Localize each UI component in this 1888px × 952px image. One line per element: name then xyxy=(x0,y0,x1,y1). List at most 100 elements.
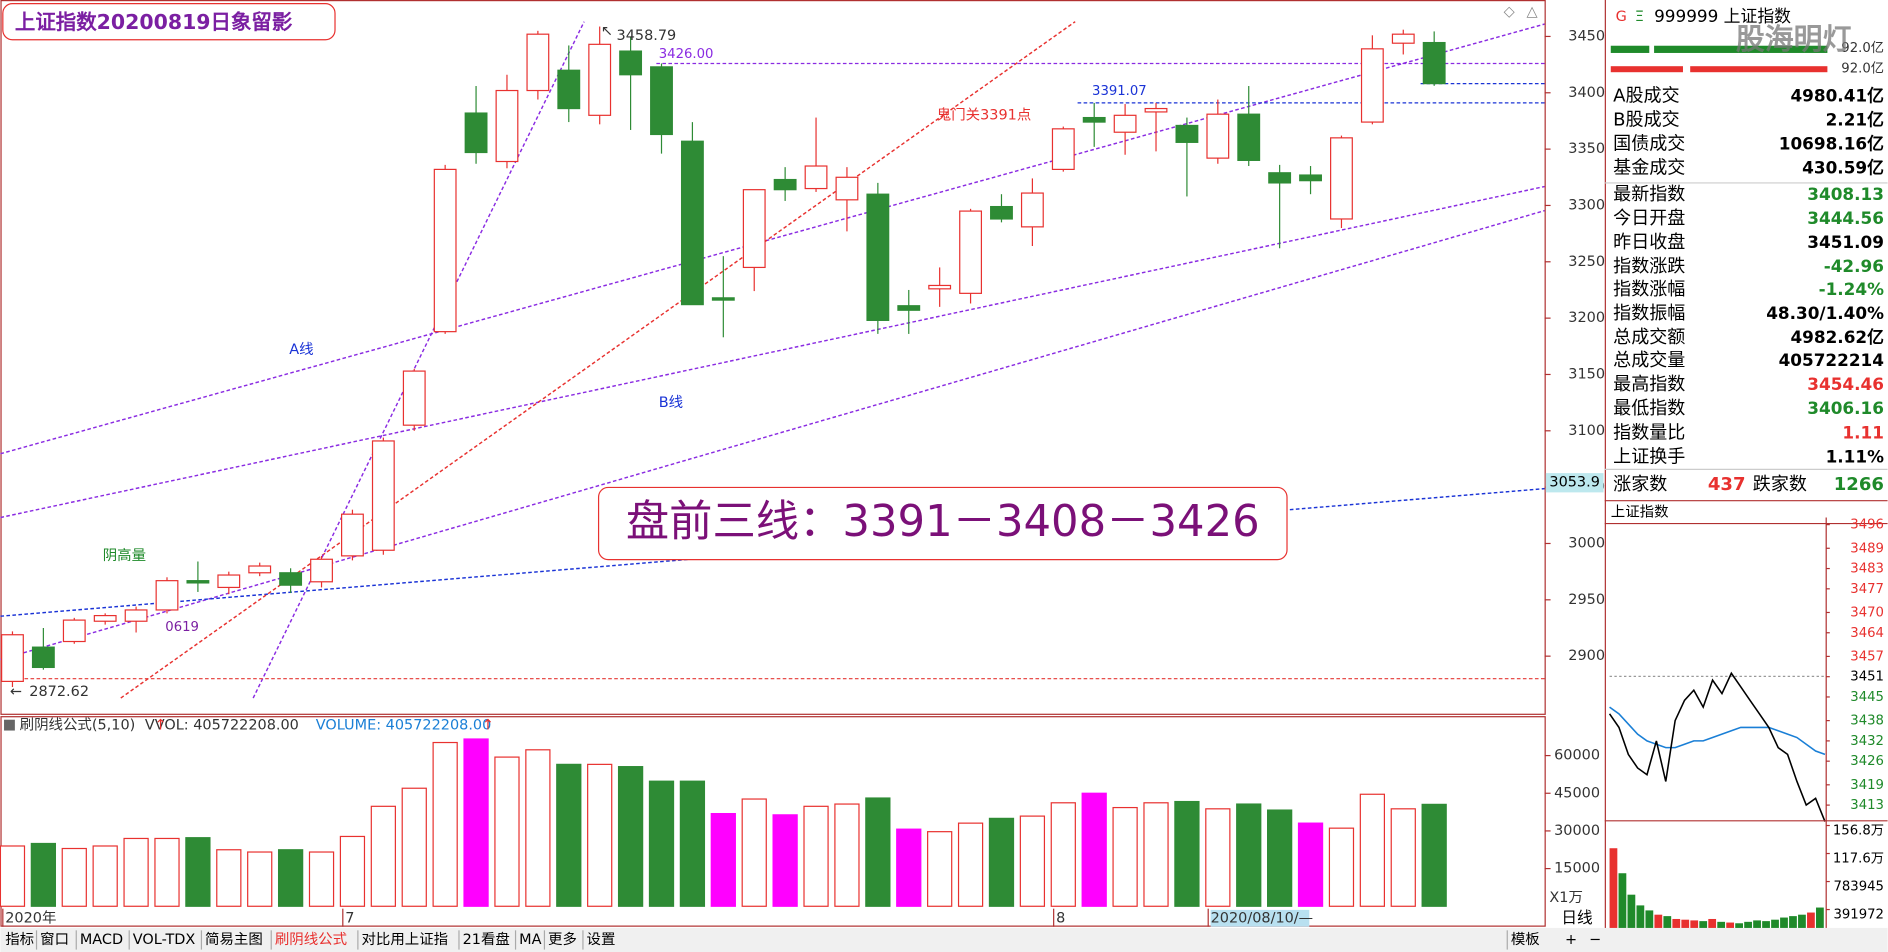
volume-bar xyxy=(30,842,57,907)
candle-body xyxy=(279,572,303,586)
y-tick-label: 117.6万 xyxy=(1833,851,1884,866)
row-value: 3406.16 xyxy=(1807,398,1884,418)
candle-body xyxy=(402,370,426,426)
candle-body xyxy=(1422,41,1446,85)
watermark: 股海明灯 xyxy=(1736,22,1852,56)
candle-body xyxy=(680,140,704,306)
toolbar-tab[interactable]: 简易主图 xyxy=(205,931,263,948)
row-label: 总成交额 xyxy=(1613,327,1685,348)
y-tick-label: 15000 xyxy=(1554,861,1600,877)
row-value: 4982.62亿 xyxy=(1790,327,1884,347)
volume-bar xyxy=(92,845,118,907)
candle-body xyxy=(1268,172,1292,184)
toolbar-tab[interactable]: 模板 xyxy=(1511,930,1540,948)
mini-volume-bar xyxy=(1636,905,1645,938)
volume-bar xyxy=(216,849,242,907)
candle-body xyxy=(248,565,272,574)
level-label: 3426.00 xyxy=(659,47,714,62)
y-tick-label: 3426 xyxy=(1850,754,1884,769)
toolbar-button[interactable]: − xyxy=(1589,932,1601,948)
toolbar-button[interactable]: + xyxy=(1565,932,1577,948)
row-value: 2.21亿 xyxy=(1826,109,1885,129)
volume-bar xyxy=(1328,827,1355,907)
toolbar-tab[interactable]: 指标 xyxy=(5,931,34,948)
annotation: A线 xyxy=(289,341,313,358)
extreme-label: 3458.79 xyxy=(617,28,677,44)
toolbar-tab[interactable]: 对比用上证指 xyxy=(361,931,448,948)
toolbar-tab[interactable]: MACD xyxy=(80,932,123,948)
volume-bar xyxy=(1390,808,1416,907)
volume-bar xyxy=(865,797,891,907)
toolbar-tabs: 指标 窗口 MACD VOL-TDX 简易主图 刷阴线公式 对比用上证指 21看盘 MA 更多 设置… xyxy=(5,930,1601,950)
toolbar-tab[interactable]: VOL-TDX xyxy=(133,932,196,948)
row-value: 1.11% xyxy=(1826,446,1885,466)
y-tick-label: 3445 xyxy=(1850,690,1884,705)
row-label: 上证换手 xyxy=(1613,446,1685,467)
annotation: 0619 xyxy=(165,620,199,635)
volume-bar xyxy=(247,851,273,907)
candle-body xyxy=(619,50,643,76)
row-label: B股成交 xyxy=(1613,109,1680,130)
toolbar-tab[interactable]: MA xyxy=(519,932,541,948)
row-label: 指数涨跌 xyxy=(1613,256,1685,277)
callout-box xyxy=(597,486,1288,561)
candle-body xyxy=(1299,174,1322,182)
candle-body xyxy=(897,305,921,311)
price-line xyxy=(1608,671,1826,822)
mini-volume-bar xyxy=(1816,907,1824,938)
toolbar-tab[interactable]: 21看盘 xyxy=(463,930,510,948)
row-label: 指数振幅 xyxy=(1613,303,1685,324)
volume-bar xyxy=(0,845,26,907)
volume-bar xyxy=(803,805,829,907)
y-tick-label: 3350 xyxy=(1568,141,1605,157)
candle-body xyxy=(866,193,890,321)
volume-bar xyxy=(432,741,458,907)
y-tick-label: 3470 xyxy=(1850,605,1884,620)
candle-body xyxy=(1082,116,1106,123)
volume-bar xyxy=(648,780,675,907)
row-value: 3408.13 xyxy=(1807,184,1884,204)
volume-bar xyxy=(556,763,582,907)
row-label: 昨日收盘 xyxy=(1613,232,1685,253)
x-tick-label: 8 xyxy=(1056,910,1065,926)
quote-header: G xyxy=(1616,9,1627,25)
volume-bar xyxy=(587,763,613,907)
trend-line xyxy=(252,21,585,699)
extreme-arrow: ← xyxy=(10,684,22,700)
toolbar-tab[interactable]: 设置 xyxy=(587,931,616,948)
volume-bar xyxy=(123,837,149,907)
toolbar-tab[interactable]: 刷阴线公式 xyxy=(275,931,347,948)
y-tick-label: 3300 xyxy=(1568,197,1605,213)
volume-bar xyxy=(1267,809,1293,907)
axis-box-label: 3053.9 xyxy=(1549,475,1600,491)
x-tick-label: 2020年 xyxy=(5,909,56,926)
toolbar-tab[interactable]: 窗口 xyxy=(40,930,69,948)
y-tick-label: 3483 xyxy=(1850,562,1884,577)
y-tick-label: 3250 xyxy=(1568,254,1605,270)
bar-label: 92.0亿 xyxy=(1841,40,1884,56)
icon[interactable]: ◇ xyxy=(1504,4,1516,20)
trend-line xyxy=(0,209,1545,661)
breadth: 437 xyxy=(1708,474,1746,495)
row-value: 3451.09 xyxy=(1807,232,1884,252)
row-label: 基金成交 xyxy=(1613,157,1685,178)
icon[interactable]: △ xyxy=(1527,4,1539,20)
candle-body xyxy=(464,112,488,154)
candle-body xyxy=(433,168,457,333)
volume-bar xyxy=(185,837,211,907)
row-label: 最低指数 xyxy=(1613,398,1685,419)
candle-body xyxy=(495,89,519,163)
y-tick-label: 3457 xyxy=(1850,649,1884,664)
y-tick-label: 3496 xyxy=(1850,518,1884,533)
level-label: 3391.07 xyxy=(1092,84,1147,99)
volume-header: ↑ xyxy=(482,718,494,734)
volume-bar xyxy=(401,787,427,907)
candle-body xyxy=(1,634,24,682)
toolbar-tab[interactable]: 更多 xyxy=(548,931,577,948)
candle-body xyxy=(31,646,55,669)
mini-volume-bar xyxy=(1618,873,1627,938)
y-tick-label: 3450 xyxy=(1568,28,1605,44)
